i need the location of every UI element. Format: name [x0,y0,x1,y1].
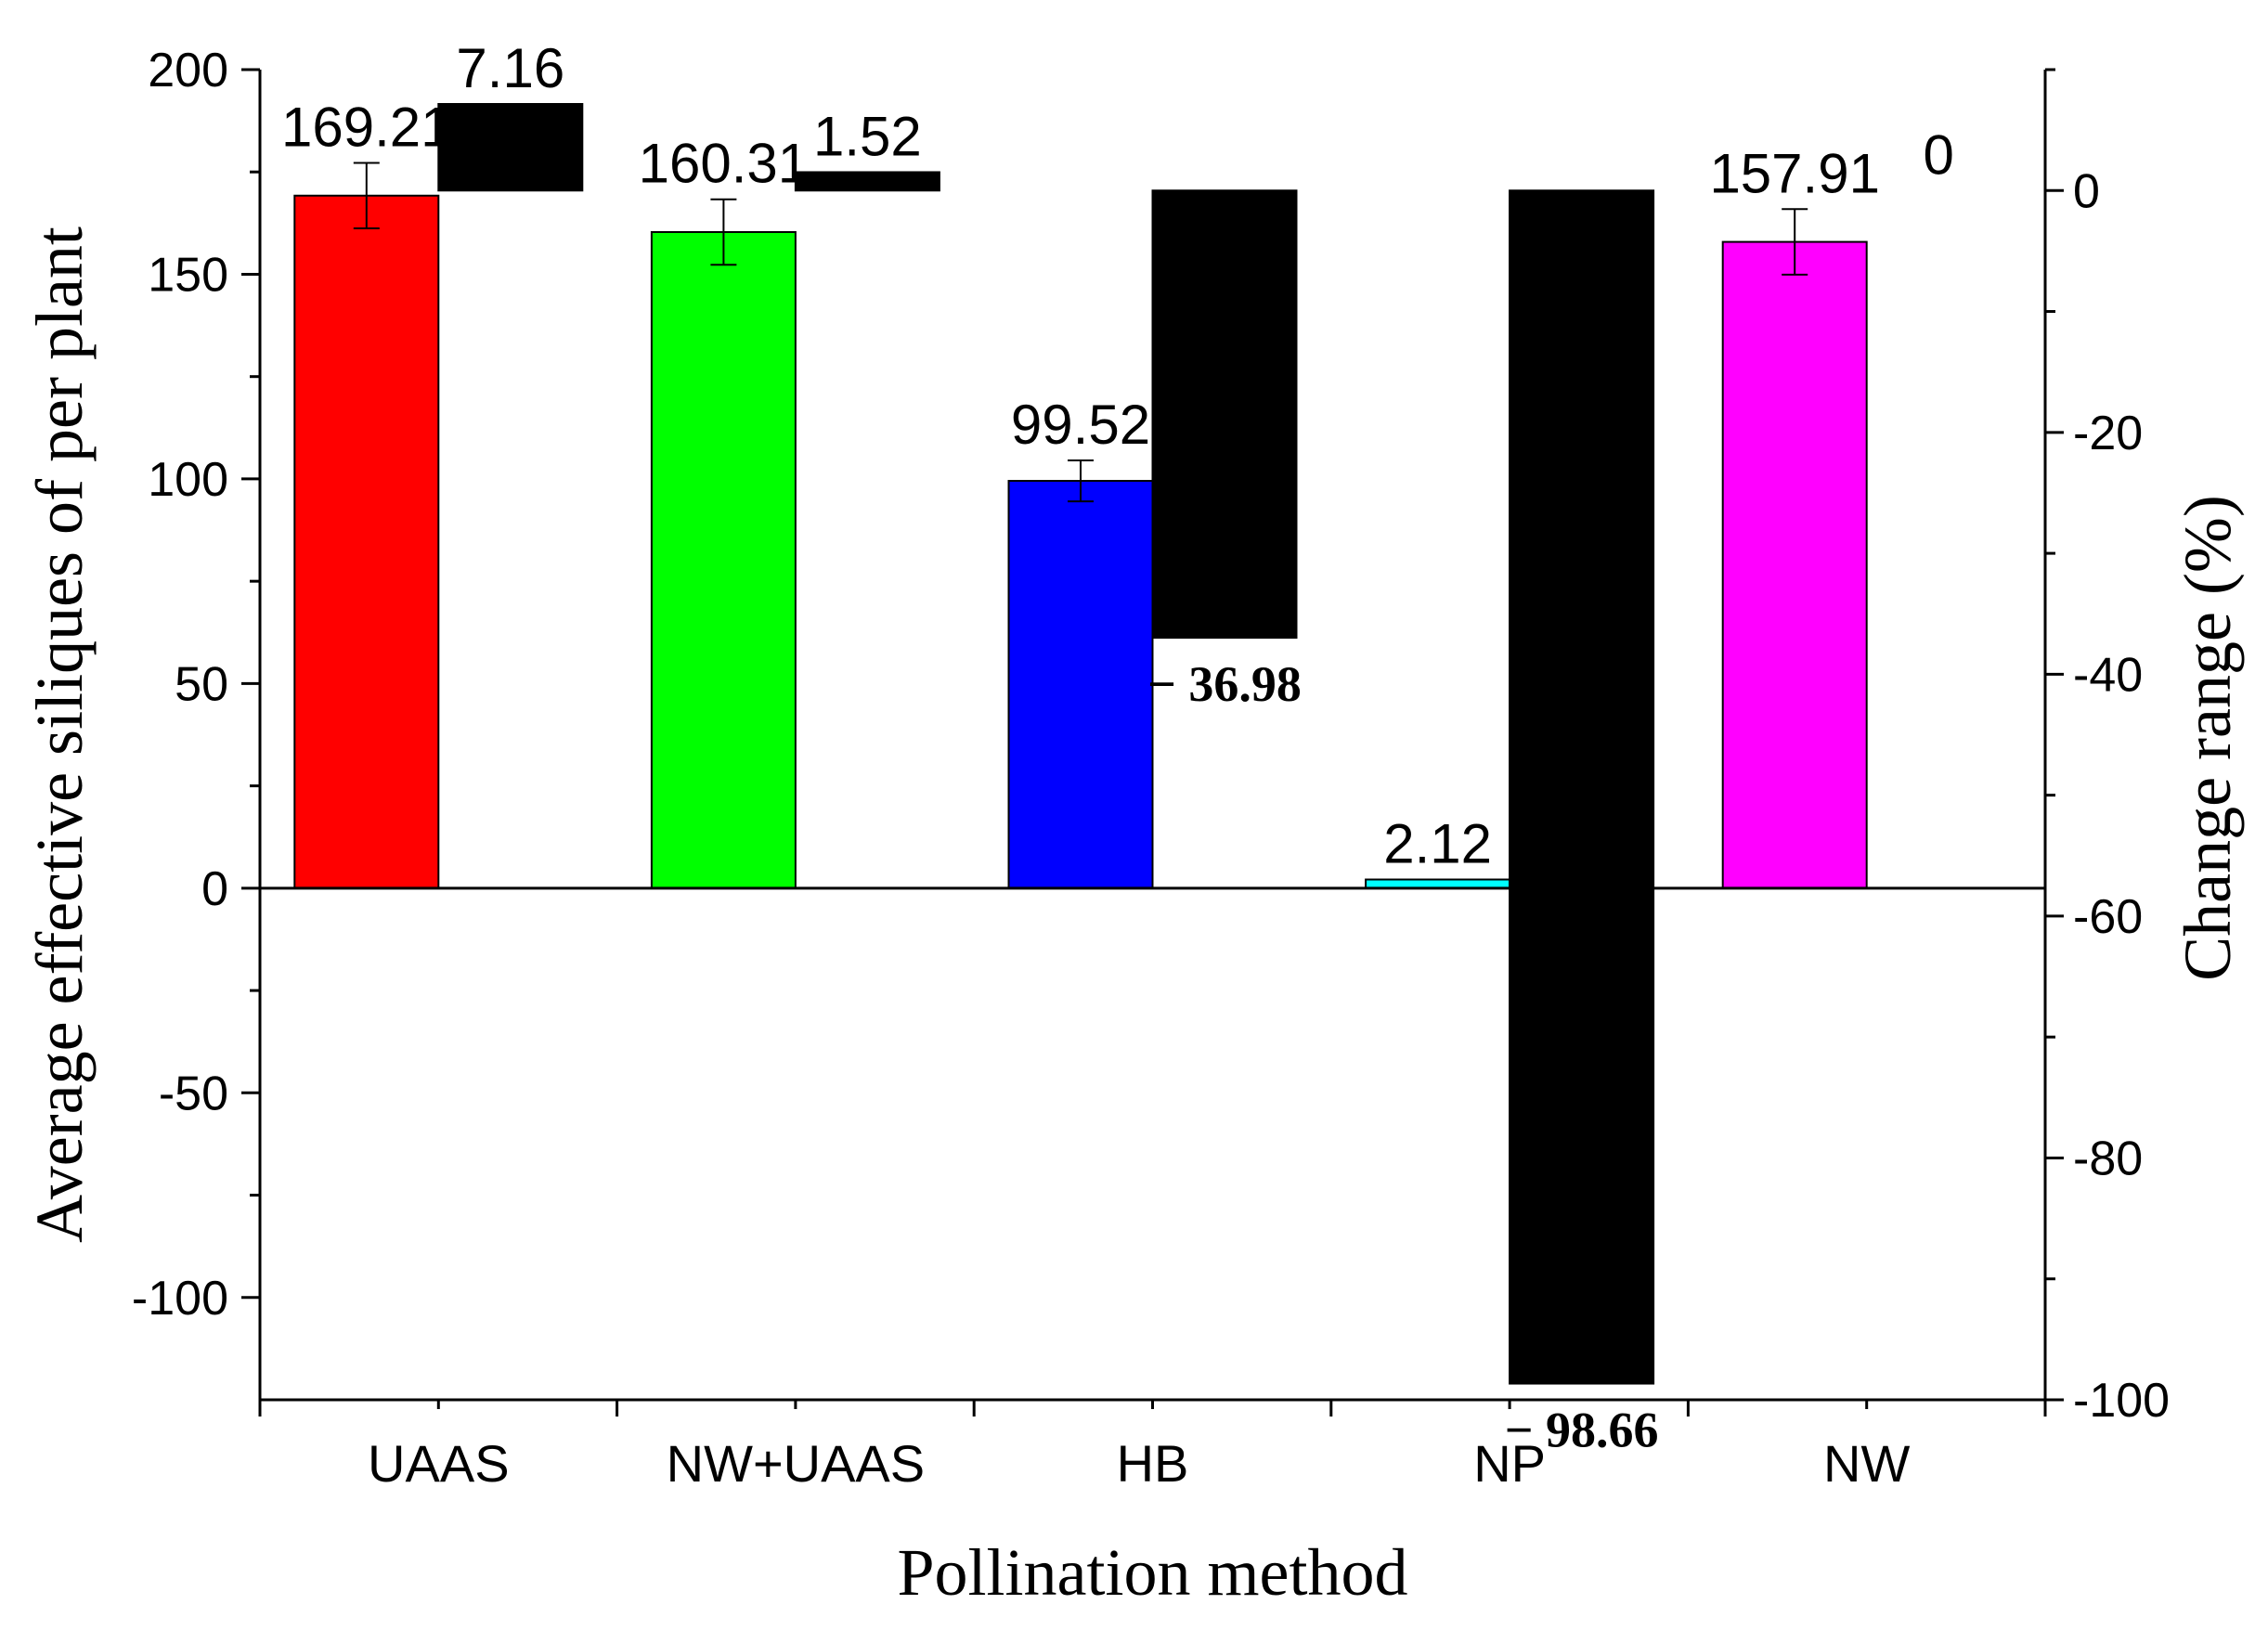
y2-tick-label: -60 [2073,890,2143,944]
y-tick-label: 0 [201,862,228,916]
y-tick-label: 150 [148,248,228,302]
y2-axis-title: Change range (%) [2171,495,2245,981]
y2-tick-label: -20 [2073,407,2143,460]
data-label-siliques: 169.21 [281,96,452,158]
x-tick-label: UAAS [368,1434,510,1493]
data-label-siliques: 160.31 [639,133,810,195]
bar-siliques-uaas [293,194,440,889]
y2-tick-label: -80 [2073,1132,2143,1185]
bar-siliques-nw-uaas [650,231,797,889]
y-tick-label: 50 [175,657,228,711]
y-tick-label: -50 [159,1067,228,1120]
y-axis-title: Average effective siliques of per plant [22,226,97,1243]
data-labels-layer: 169.217.16 160.31 1.52 99.52 − 36.98 2.12 − 98… [281,37,1954,1458]
x-tick-label: NW+UAAS [667,1434,926,1493]
y2-tick-label: 0 [2073,164,2100,218]
bars-layer [293,102,1868,1385]
y-tick-label: -100 [132,1272,228,1326]
bar-change-np [1509,189,1655,1385]
bar-change-nw-uaas [794,171,940,192]
data-label-change: 7.16 [456,37,564,99]
data-label-change: − 36.98 [1147,656,1302,712]
y-tick-label: 100 [148,453,228,507]
y-tick-label: 200 [148,44,228,97]
axes-layer: -100 -50 0 50 100 150 200 -100 -80 -60 -40 -20 0 UAAS… [132,44,2170,1493]
data-label-change: 0 [1924,123,1954,186]
data-label-change: − 98.66 [1505,1403,1659,1458]
plot-area: 169.217.16 160.31 1.52 99.52 − 36.98 2.12 − 98… [132,37,2170,1493]
x-tick-label: NP [1473,1434,1546,1493]
bar-change-uaas [437,102,584,192]
x-tick-label: NW [1823,1434,1910,1493]
bar-siliques-nw [1721,240,1868,889]
data-label-siliques: 99.52 [1011,394,1150,456]
y2-tick-label: -100 [2073,1374,2170,1428]
data-label-change: 1.52 [813,105,922,167]
data-label-siliques: 2.12 [1383,812,1492,874]
y2-tick-label: -40 [2073,648,2143,702]
bar-siliques-hb [1007,480,1154,889]
data-label-siliques: 157.91 [1709,142,1880,204]
x-tick-label: HB [1117,1434,1189,1493]
x-axis-title: Pollination method [898,1535,1408,1610]
bar-change-hb [1151,189,1298,640]
